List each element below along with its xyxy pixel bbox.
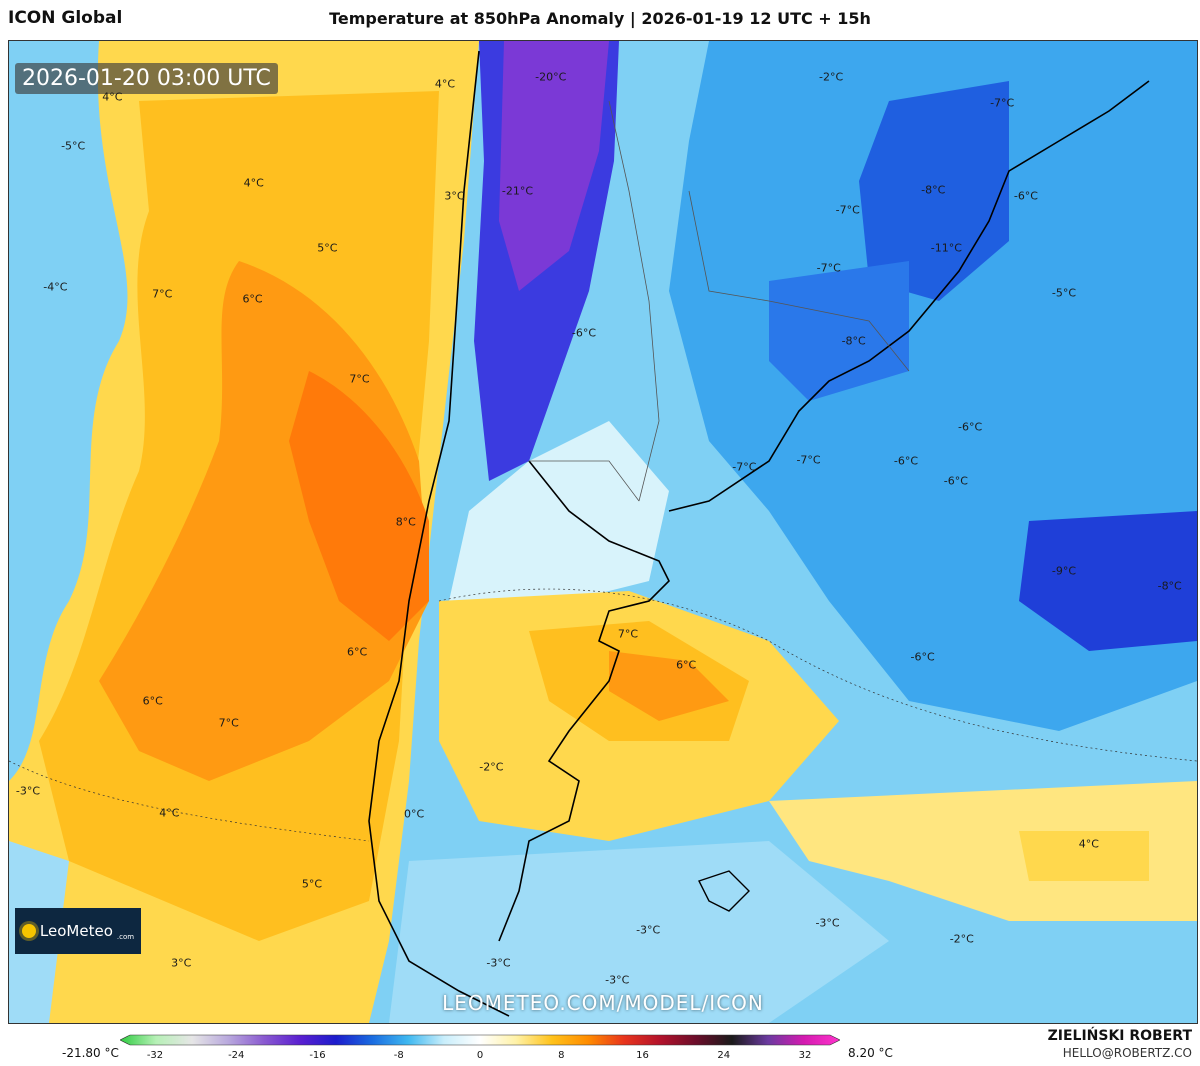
colorbar-tick-label: -8 — [393, 1050, 404, 1061]
contour-label: -8°C — [921, 183, 946, 197]
colorbar-tick-label: -16 — [309, 1050, 326, 1061]
contour-label: -7°C — [796, 453, 821, 467]
contour-label: -7°C — [835, 203, 860, 217]
contour-label: -8°C — [1157, 579, 1182, 593]
contour-label: -2°C — [819, 70, 844, 84]
colorbar-gradient — [120, 1034, 840, 1046]
contour-label: 7°C — [617, 627, 639, 641]
contour-label: -11°C — [930, 241, 962, 255]
contour-label: -6°C — [943, 474, 968, 488]
contour-label: -7°C — [732, 460, 757, 474]
contour-label: -6°C — [571, 326, 597, 340]
contour-label: 5°C — [317, 241, 338, 255]
contour-label: -5°C — [1051, 286, 1077, 300]
contour-label: -3°C — [636, 923, 661, 937]
logo-text: LeoMeteo — [39, 922, 113, 940]
contour-label: -6°C — [958, 420, 983, 434]
contour-label: -3°C — [815, 916, 840, 930]
colorbar: -21.80 °C -32 -24 -16 -8 0 8 16 24 32 8.20 °C — [0, 1026, 1200, 1066]
contour-label: -5°C — [61, 139, 86, 153]
colorbar-tick-label: 16 — [636, 1050, 649, 1061]
contour-label: 7°C — [349, 372, 370, 386]
map-panel[interactable]: 2026-01-20 03:00 UTC 4°C 4°C -20°C -2°C -7°C… — [8, 40, 1198, 1024]
colorbar-bar — [120, 1034, 840, 1046]
contour-label: -21°C — [501, 184, 534, 198]
contour-label: 4°C — [1078, 837, 1099, 851]
contour-label: 0°C — [404, 807, 425, 821]
colorbar-max-label: 8.20 °C — [848, 1046, 893, 1060]
contour-label: -3°C — [15, 784, 41, 798]
contour-label: -6°C — [1013, 189, 1038, 203]
contour-label: -6°C — [910, 650, 935, 664]
contour-label: 4°C — [102, 90, 123, 104]
contour-label: 5°C — [301, 877, 323, 891]
contour-label: 6°C — [242, 292, 263, 306]
contour-label: -2°C — [479, 760, 504, 774]
contour-label: -7°C — [990, 96, 1015, 110]
contour-label: 8°C — [395, 515, 416, 529]
sun-icon — [21, 924, 36, 938]
contour-label: -8°C — [841, 334, 866, 347]
contour-label: 7°C — [218, 716, 239, 730]
contour-label: -6°C — [893, 454, 919, 468]
contour-label: -4°C — [43, 280, 68, 294]
author-email: HELLO@ROBERTZ.CO — [1062, 1046, 1192, 1060]
contour-label: -3°C — [605, 973, 630, 987]
anomaly-field — [9, 41, 1197, 1023]
contour-label: 6°C — [142, 694, 163, 708]
contour-label: 6°C — [676, 658, 697, 672]
watermark-url: LEOMETEO.COM/MODEL/ICON — [442, 991, 764, 1015]
colorbar-tick-label: -32 — [146, 1050, 164, 1061]
chart-title: Temperature at 850hPa Anomaly | 2026-01-… — [329, 9, 871, 28]
contour-label: -9°C — [1051, 564, 1077, 578]
colorbar-tick-label: 0 — [476, 1050, 484, 1061]
contour-label: 6°C — [346, 645, 368, 659]
contour-label: 3°C — [444, 189, 465, 203]
contour-label: -7°C — [816, 261, 841, 275]
contour-label: -20°C — [535, 70, 567, 84]
colorbar-tick-label: 24 — [717, 1050, 731, 1061]
colorbar-min-label: -21.80 °C — [62, 1046, 119, 1060]
contour-label: 4°C — [243, 176, 264, 190]
model-name: ICON Global — [8, 8, 123, 28]
contour-label: 7°C — [152, 287, 173, 301]
contour-label: 4°C — [159, 806, 180, 820]
logo-sub: .com — [116, 933, 135, 941]
contour-label: 3°C — [171, 956, 192, 970]
contour-label: -2°C — [949, 932, 974, 946]
valid-time-badge: 2026-01-20 03:00 UTC — [15, 63, 278, 94]
colorbar-tick-label: 32 — [798, 1050, 812, 1061]
author-credit: ZIELIŃSKI ROBERT — [1047, 1028, 1192, 1044]
leometeo-logo: LeoMeteo .com — [15, 908, 141, 954]
colorbar-tick-label: -24 — [228, 1050, 245, 1061]
colorbar-tick-label: 8 — [558, 1050, 565, 1061]
contour-label: 4°C — [434, 77, 456, 91]
contour-label: -3°C — [486, 956, 511, 970]
